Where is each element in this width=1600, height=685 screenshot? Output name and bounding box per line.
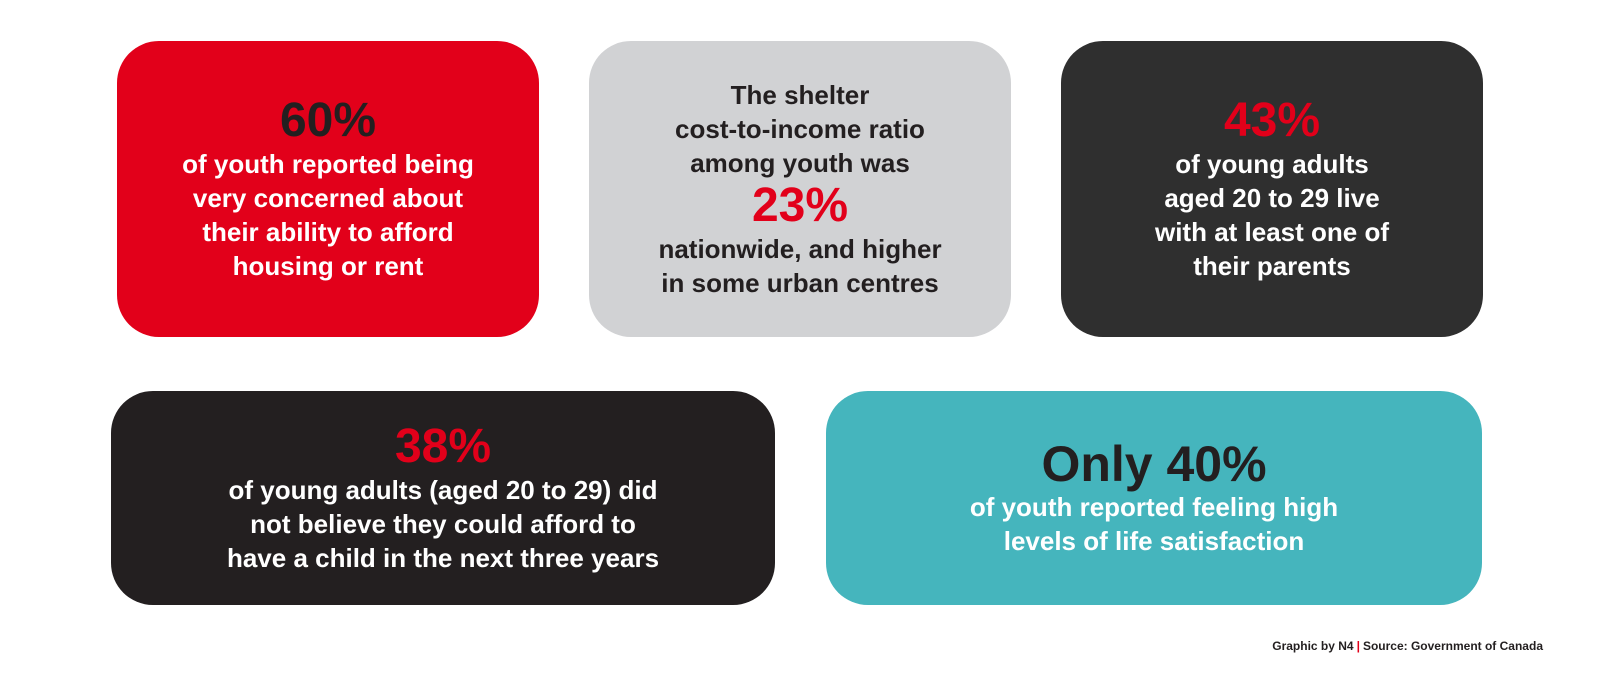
card-text: their ability to afford [202,217,454,247]
card-text: of young adults [1175,149,1369,179]
card-text: levels of life satisfaction [1003,526,1305,556]
stat: 23% [751,179,849,232]
card-text: nationwide, and higher [658,234,942,264]
footer: Graphic by N4 | Source: Government of Cana… [1272,639,1543,653]
stat: 38% [394,420,492,473]
card-text: The shelter [730,80,870,110]
card-text: in some urban centres [661,268,939,298]
stat: 60% [279,94,377,147]
stat: Only 40% [1041,436,1267,492]
card-text: not believe they could afford to [250,509,636,539]
card-text: with at least one of [1154,217,1390,247]
card-text: of youth reported feeling high [969,492,1339,522]
card-text: their parents [1193,251,1351,281]
separator: | [1356,639,1360,653]
card-text: aged 20 to 29 live [1164,183,1380,213]
source: Source: Government of Canada [1362,639,1543,653]
stat: 43% [1223,94,1321,147]
card: 60% of youth reported being very concern… [117,41,539,337]
card-text: housing or rent [232,251,424,281]
credit: Graphic by N4 [1272,639,1354,653]
card: 38% of young adults (aged 20 to 29) did … [111,391,775,605]
card-text: have a child in the next three years [226,543,660,573]
card-text: very concerned about [192,183,464,213]
card-text: of youth reported being [182,149,474,179]
card: Only 40% of youth reported feeling high … [826,391,1482,605]
card: 43% of young adults aged 20 to 29 live w… [1061,41,1483,337]
card-text: of young adults (aged 20 to 29) did [228,475,658,505]
card: The shelter cost-to-income ratio among y… [589,41,1011,337]
card-text: cost-to-income ratio [675,114,925,144]
card-text: among youth was [690,148,910,178]
